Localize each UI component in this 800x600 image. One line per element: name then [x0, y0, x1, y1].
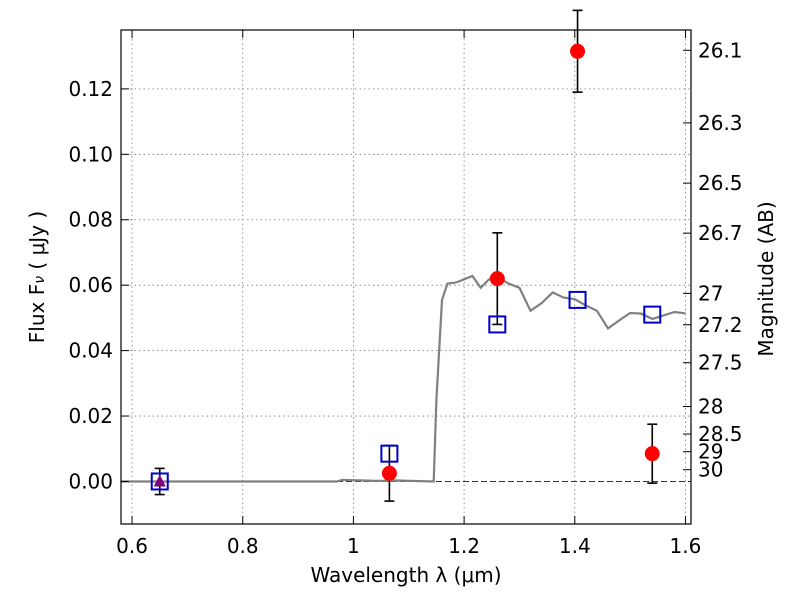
- tick-layer: [121, 30, 691, 524]
- model-photometry-point: [568, 290, 587, 309]
- y-tick-label: 0.06: [68, 273, 113, 297]
- y2-tick-label: 27.5: [698, 351, 743, 375]
- y-tick-label: 0.08: [68, 208, 113, 232]
- tick-label-layer: 0.6 0.8 1 1.2 1.4 1.6 0.00 0.02 0.04 0.06 0.08 0.10…: [68, 38, 742, 558]
- x-tick-label: 1: [347, 534, 360, 558]
- y2-tick-label: 30: [698, 458, 723, 482]
- model-photometry-point: [380, 444, 399, 463]
- y2-tick-label: 28: [698, 395, 723, 419]
- model-photometry-point: [488, 315, 507, 334]
- upper-limit-point: [153, 474, 166, 487]
- x-tick-label: 1.6: [670, 534, 702, 558]
- y-axis-label: Flux Fν ( μJy ): [25, 211, 49, 343]
- y-tick-label: 0.10: [68, 142, 113, 166]
- y-axis-label-main: Flux F: [25, 284, 49, 343]
- y2-tick-label: 27: [698, 281, 723, 305]
- y-tick-label: 0.12: [68, 77, 113, 101]
- x-tick-label: 1.4: [559, 534, 591, 558]
- y2-tick-label: 29: [698, 440, 723, 464]
- right-y-axis-label: Magnitude (AB): [754, 201, 778, 356]
- y-tick-label: 0.02: [68, 404, 113, 428]
- y2-tick-label: 28.5: [698, 422, 743, 446]
- y2-tick-label: 26.7: [698, 221, 743, 245]
- errorbar-layer: [154, 9, 658, 502]
- observed-flux-point: [644, 446, 660, 462]
- model-photometry-point: [150, 472, 169, 491]
- model-spectrum-line: [121, 274, 686, 483]
- model-spectrum-layer: [121, 274, 686, 483]
- y2-tick-label: 26.1: [698, 38, 743, 62]
- x-tick-label: 1.2: [448, 534, 480, 558]
- y2-tick-label: 26.5: [698, 171, 743, 195]
- plot-frame: [120, 29, 692, 525]
- observed-flux-point: [570, 43, 586, 59]
- model-photometry-point: [643, 305, 662, 324]
- y-tick-label: 0.04: [68, 339, 113, 363]
- y2-tick-label: 26.3: [698, 111, 743, 135]
- y2-tick-label: 27.2: [698, 313, 743, 337]
- y-axis-label-sub: ν: [32, 276, 48, 284]
- x-axis-label: Wavelength λ (μm): [310, 563, 501, 587]
- grid-layer: [121, 30, 691, 524]
- x-tick-label: 0.8: [227, 534, 259, 558]
- y-axis-label-unit: ( μJy ): [25, 211, 49, 276]
- observed-flux-point: [489, 271, 505, 287]
- x-tick-label: 0.6: [116, 534, 148, 558]
- marker-layer: [150, 43, 662, 491]
- y-tick-label: 0.00: [68, 469, 113, 493]
- observed-flux-point: [381, 465, 397, 481]
